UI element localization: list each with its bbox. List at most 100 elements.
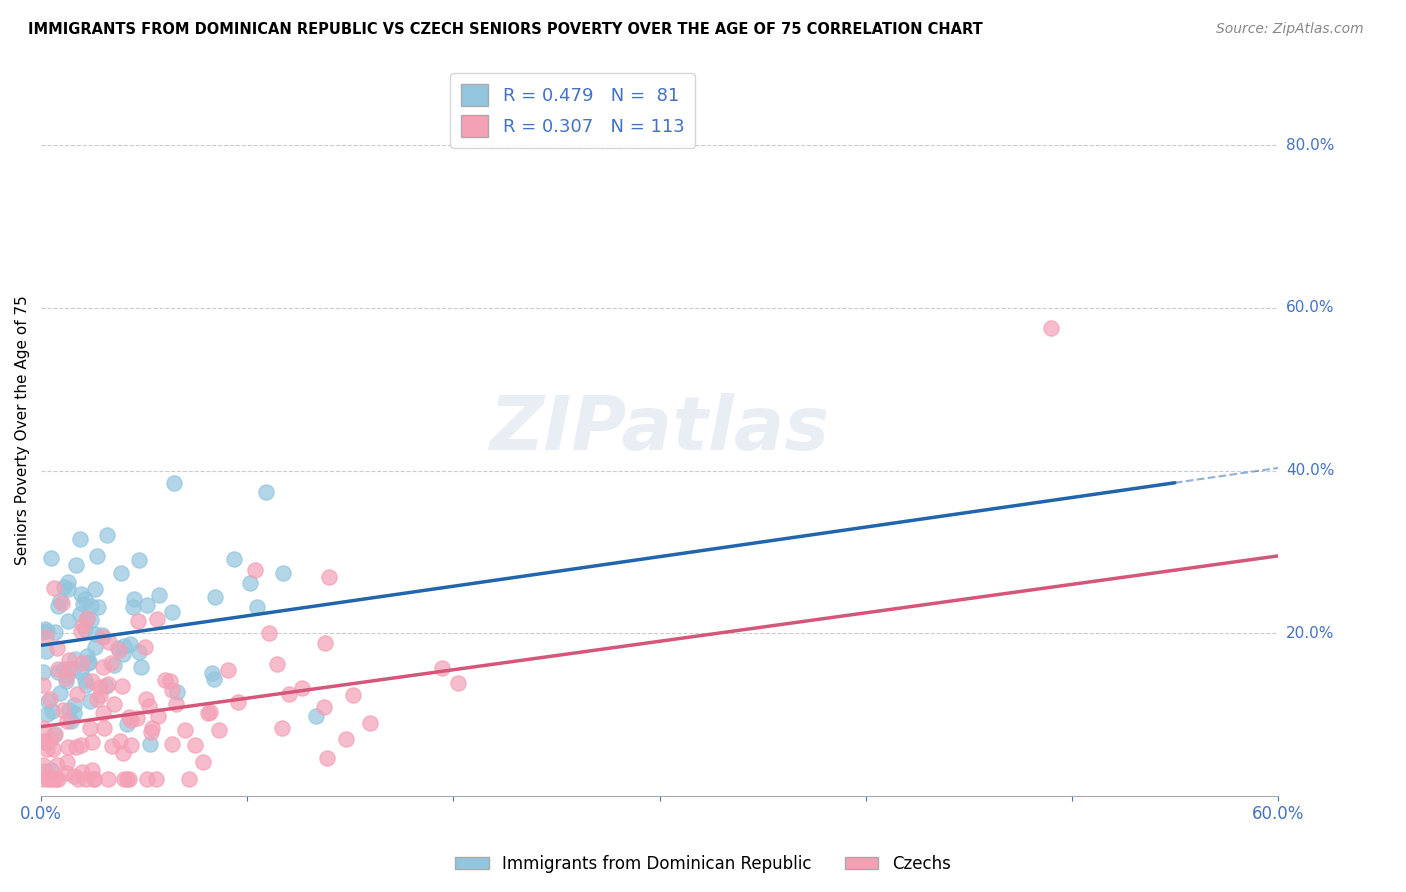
Point xyxy=(120,713,142,727)
Point xyxy=(107,641,129,656)
Point xyxy=(82,764,104,778)
Legend: Immigrants from Dominican Republic, Czechs: Immigrants from Dominican Republic, Czec… xyxy=(449,848,957,880)
Point xyxy=(34,622,56,636)
Point xyxy=(45,758,67,772)
Point xyxy=(148,588,170,602)
Point xyxy=(37,693,59,707)
Point xyxy=(58,653,80,667)
Point xyxy=(112,647,135,661)
Point xyxy=(184,738,207,752)
Point xyxy=(53,662,76,676)
Point xyxy=(155,673,177,687)
Point xyxy=(69,607,91,621)
Point xyxy=(160,737,183,751)
Text: 20.0%: 20.0% xyxy=(1286,625,1334,640)
Point xyxy=(32,625,55,640)
Point xyxy=(173,723,195,737)
Point xyxy=(83,627,105,641)
Point xyxy=(55,672,77,686)
Point xyxy=(58,703,80,717)
Point xyxy=(55,766,77,780)
Point xyxy=(91,706,114,720)
Point xyxy=(224,552,246,566)
Point xyxy=(136,772,159,787)
Point xyxy=(246,599,269,614)
Point xyxy=(66,772,89,787)
Point xyxy=(44,728,66,742)
Point xyxy=(35,707,58,722)
Point xyxy=(314,636,336,650)
Point xyxy=(58,615,80,629)
Point xyxy=(115,772,138,787)
Point xyxy=(46,599,69,614)
Point xyxy=(103,697,125,711)
Point xyxy=(146,612,169,626)
Point xyxy=(163,476,186,491)
Point xyxy=(239,576,262,591)
Point xyxy=(34,630,56,644)
Point xyxy=(166,685,188,699)
Point xyxy=(76,612,98,626)
Point xyxy=(52,580,75,594)
Point xyxy=(82,674,104,689)
Point xyxy=(91,630,114,644)
Point xyxy=(91,628,114,642)
Point xyxy=(446,675,468,690)
Point xyxy=(72,656,94,670)
Point xyxy=(76,772,98,787)
Point xyxy=(197,706,219,720)
Point xyxy=(41,704,63,718)
Point xyxy=(49,686,72,700)
Point xyxy=(226,695,249,709)
Point xyxy=(70,624,93,638)
Point xyxy=(165,697,187,711)
Point xyxy=(55,756,77,770)
Point xyxy=(257,626,280,640)
Point xyxy=(93,721,115,735)
Point xyxy=(32,764,55,778)
Point xyxy=(97,772,120,787)
Point xyxy=(129,659,152,673)
Point xyxy=(291,681,314,696)
Point xyxy=(316,751,339,765)
Point xyxy=(103,657,125,672)
Point xyxy=(69,587,91,601)
Point xyxy=(335,731,357,746)
Point xyxy=(44,624,66,639)
Point xyxy=(51,596,73,610)
Point xyxy=(46,772,69,787)
Point xyxy=(39,772,62,787)
Point xyxy=(65,739,87,754)
Point xyxy=(89,680,111,694)
Point xyxy=(270,722,292,736)
Point xyxy=(245,563,267,577)
Point xyxy=(69,532,91,546)
Point xyxy=(160,683,183,698)
Point xyxy=(112,746,135,760)
Point xyxy=(86,691,108,706)
Point xyxy=(32,665,55,679)
Point xyxy=(198,705,221,719)
Point xyxy=(39,550,62,565)
Point xyxy=(37,772,59,787)
Point xyxy=(162,605,184,619)
Point xyxy=(58,662,80,676)
Point xyxy=(86,549,108,564)
Point xyxy=(46,641,69,656)
Point xyxy=(69,738,91,752)
Point xyxy=(63,706,86,720)
Point xyxy=(79,694,101,708)
Point xyxy=(34,735,56,749)
Point xyxy=(70,764,93,779)
Point xyxy=(94,679,117,693)
Point xyxy=(110,566,132,580)
Point xyxy=(114,772,136,787)
Point xyxy=(305,709,328,723)
Point xyxy=(80,599,103,614)
Point xyxy=(100,656,122,670)
Point xyxy=(128,553,150,567)
Point xyxy=(134,640,156,655)
Point xyxy=(139,738,162,752)
Point xyxy=(62,662,84,676)
Point xyxy=(127,614,149,628)
